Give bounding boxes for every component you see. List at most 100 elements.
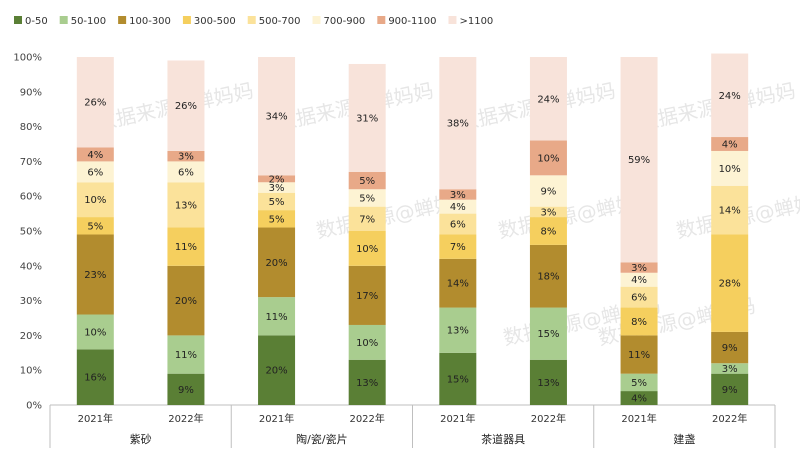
legend-swatch [118, 16, 127, 24]
data-label: 5% [269, 214, 285, 225]
data-label: 28% [719, 279, 741, 290]
y-tick-label: 70% [20, 157, 42, 168]
data-label: 3% [631, 263, 647, 274]
x-tick-label: 2022年 [531, 412, 566, 425]
legend-label: 100-300 [129, 16, 171, 27]
data-label: 20% [175, 296, 197, 307]
bar-segment [711, 150, 749, 186]
legend-swatch [312, 16, 321, 24]
bar-segment [167, 373, 205, 405]
data-label: 31% [356, 113, 378, 124]
bar-segment [258, 210, 296, 228]
x-tick-label: 2021年 [440, 412, 475, 425]
data-label: 13% [447, 326, 469, 337]
bar-segment [167, 161, 205, 183]
bars: 16%10%23%5%10%6%4%26%9%11%20%11%13%6%3%2… [76, 53, 749, 405]
bar-segment [439, 234, 477, 259]
data-label: 6% [178, 167, 194, 178]
bar-segment [348, 189, 386, 207]
data-label: 10% [84, 195, 106, 206]
legend-swatch [14, 16, 22, 24]
legend-swatch [59, 16, 68, 24]
bar-segment [529, 57, 567, 141]
bar-segment [76, 349, 114, 405]
bar-segment [76, 234, 114, 315]
bar-segment [439, 352, 477, 405]
bar-segment [439, 199, 477, 214]
bar-segment [348, 231, 386, 266]
bar-segment [167, 227, 205, 266]
bar-segment [711, 363, 749, 374]
data-label: 11% [175, 350, 197, 361]
bar-segment [529, 217, 567, 245]
data-label: 10% [356, 338, 378, 349]
bar-segment [439, 57, 477, 190]
bar-segment [529, 307, 567, 360]
legend-swatch [182, 16, 191, 24]
x-tick-label: 2022年 [168, 412, 203, 425]
data-label: 9% [722, 385, 738, 396]
legend-label: 900-1100 [388, 16, 436, 27]
bar-segment [620, 307, 658, 336]
bar-segment [76, 161, 114, 183]
bar-segment [76, 314, 114, 350]
data-label: 26% [175, 101, 197, 112]
legend-label: 500-700 [259, 16, 301, 27]
data-label: 15% [537, 329, 559, 340]
bar-segment [620, 286, 658, 308]
bar-segment [348, 359, 386, 405]
data-label: 34% [265, 112, 287, 123]
bar-segment [76, 147, 114, 162]
data-label: 14% [447, 279, 469, 290]
bar-segment [620, 272, 658, 287]
data-label: 23% [84, 270, 106, 281]
data-label: 9% [722, 343, 738, 354]
data-label: 4% [722, 140, 738, 151]
data-label: 3% [450, 190, 466, 201]
bar-segment [620, 57, 658, 263]
data-label: 7% [450, 242, 466, 253]
x-tick-label: 2021年 [259, 412, 294, 425]
data-label: 9% [541, 186, 557, 197]
x-tick-label: 2022年 [712, 412, 747, 425]
bar-segment [529, 359, 567, 405]
bar-segment [711, 53, 749, 138]
y-tick-label: 20% [20, 331, 42, 342]
bar-segment [529, 206, 567, 218]
data-label: 6% [450, 220, 466, 231]
legend-swatch [448, 16, 457, 24]
legend-swatch [247, 16, 256, 24]
data-label: 20% [265, 258, 287, 269]
y-tick-label: 40% [20, 261, 42, 272]
data-label: 14% [719, 206, 741, 217]
bar-segment [711, 185, 749, 235]
data-label: 10% [537, 153, 559, 164]
bar-segment [711, 137, 749, 151]
legend-swatch [377, 16, 386, 24]
y-tick-label: 80% [20, 122, 42, 133]
data-label: 6% [87, 167, 103, 178]
y-tick-label: 100% [13, 53, 42, 64]
legend: 0-50 50-100 100-300 300-500 500-700 700-900 90… [14, 16, 493, 27]
data-label: 13% [175, 200, 197, 211]
data-label: 5% [631, 378, 647, 389]
bar-segment [258, 182, 296, 193]
bar-segment [258, 227, 296, 298]
data-label: 4% [450, 202, 466, 213]
legend-label: >1100 [459, 16, 493, 27]
bar-segment [529, 175, 567, 207]
data-label: 4% [87, 150, 103, 161]
x-group-label: 陶/瓷/瓷片 [296, 432, 347, 446]
data-label: 13% [537, 378, 559, 389]
bar-segment [711, 234, 749, 332]
data-label: 5% [359, 176, 375, 187]
data-label: 9% [178, 385, 194, 396]
data-label: 15% [447, 374, 469, 385]
data-label: 26% [84, 98, 106, 109]
data-label: 10% [84, 327, 106, 338]
bar-segment [258, 192, 296, 211]
bar-segment [711, 331, 749, 364]
bar-segment [167, 150, 205, 162]
